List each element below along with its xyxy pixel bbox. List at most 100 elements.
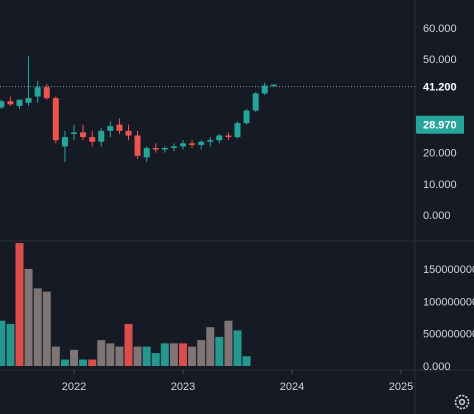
- candle-body: [161, 147, 168, 150]
- candle-body: [89, 137, 96, 142]
- price-tick-label: 0.000: [423, 210, 451, 222]
- volume-bar: [33, 288, 42, 366]
- candle-body: [125, 130, 132, 136]
- volume-bar: [124, 323, 133, 366]
- candle: [261, 82, 268, 95]
- price-tag-box: [416, 77, 464, 96]
- candle: [234, 121, 241, 139]
- candle-body: [52, 98, 59, 141]
- candle: [71, 124, 77, 141]
- candle-body: [261, 85, 268, 94]
- candle: [98, 127, 105, 147]
- candle-body: [16, 99, 23, 106]
- candle-body: [34, 87, 41, 97]
- volume-bar: [88, 359, 97, 366]
- candle: [189, 140, 196, 148]
- candle-body: [116, 124, 123, 131]
- candle-body: [216, 135, 223, 141]
- volume-bar: [169, 343, 178, 366]
- candle: [0, 99, 5, 110]
- volume-bar: [6, 323, 15, 366]
- candle: [134, 130, 141, 159]
- volume-bar: [224, 320, 233, 366]
- settings-gear-icon[interactable]: [454, 394, 470, 410]
- volume-bar: [42, 291, 51, 366]
- candle: [225, 132, 232, 141]
- candle-body: [252, 93, 259, 111]
- candle-body: [170, 146, 177, 148]
- candle: [152, 143, 159, 153]
- candle-body: [180, 143, 186, 147]
- candle: [198, 140, 205, 150]
- price-tag-label: 28.970: [423, 120, 457, 132]
- volume-bar: [70, 349, 78, 366]
- volume-bar: [179, 343, 187, 366]
- price-tick-label: 60.000: [423, 23, 457, 35]
- candle: [89, 130, 96, 147]
- volume-tick-label: 1500000000: [423, 264, 474, 276]
- candle-body: [243, 110, 250, 124]
- volume-tick-label: 0.000: [423, 361, 451, 373]
- candle: [7, 96, 14, 106]
- price-tick-label: 50.000: [423, 54, 457, 66]
- candle: [180, 140, 186, 150]
- candle: [270, 84, 277, 88]
- volume-bar: [133, 346, 142, 366]
- volume-bar: [215, 336, 224, 366]
- candle: [25, 56, 32, 106]
- candle-body: [225, 135, 232, 138]
- volume-bar: [15, 243, 24, 366]
- candle-body: [207, 140, 214, 142]
- volume-bar: [233, 330, 242, 366]
- gear-outer: [454, 394, 470, 410]
- candle-body: [43, 87, 50, 99]
- candle-body: [152, 147, 159, 150]
- candle: [170, 143, 177, 152]
- volume-tick-label: 500000000: [423, 329, 474, 341]
- candle: [34, 80, 41, 103]
- time-tick-label: 2025: [389, 381, 413, 393]
- volume-bar: [151, 353, 160, 366]
- time-tick-label: 2022: [62, 381, 86, 393]
- volume-bar: [206, 327, 215, 366]
- price-tags: 41.200 28.970: [416, 77, 470, 410]
- candle: [16, 99, 23, 110]
- volume-bar: [115, 346, 124, 366]
- volume-tick-label: 1000000000: [423, 296, 474, 308]
- volume-bar: [79, 359, 88, 366]
- candle: [243, 109, 250, 125]
- candles: [0, 56, 277, 163]
- candle-body: [234, 123, 241, 138]
- candle: [143, 146, 150, 163]
- candle-body: [198, 141, 205, 145]
- candle-body: [7, 101, 14, 105]
- candle: [80, 124, 87, 141]
- price-tag-label: 41.200: [423, 82, 457, 94]
- gear-inner: [458, 398, 466, 406]
- volume-bar: [0, 320, 6, 366]
- volume-bars: [0, 243, 251, 366]
- candle-body: [80, 132, 87, 138]
- candle-body: [189, 143, 196, 145]
- candle-body: [25, 98, 32, 103]
- candle: [116, 118, 123, 134]
- price-tag: 28.970: [416, 115, 464, 134]
- volume-bar: [242, 356, 251, 366]
- price-tick-label: 20.000: [423, 148, 457, 160]
- candle: [61, 130, 68, 163]
- volume-bar: [160, 343, 169, 366]
- candle-body: [107, 126, 114, 131]
- candle: [125, 124, 132, 141]
- candle: [161, 146, 168, 153]
- candle: [107, 121, 114, 138]
- volume-bar: [142, 346, 151, 366]
- time-tick-label: 2023: [171, 381, 195, 393]
- candle-body: [270, 84, 277, 87]
- candle-body: [0, 101, 5, 108]
- candle-body: [134, 135, 141, 156]
- candle: [207, 137, 214, 147]
- price-tag: 41.200: [416, 77, 464, 96]
- volume-bar: [51, 346, 60, 366]
